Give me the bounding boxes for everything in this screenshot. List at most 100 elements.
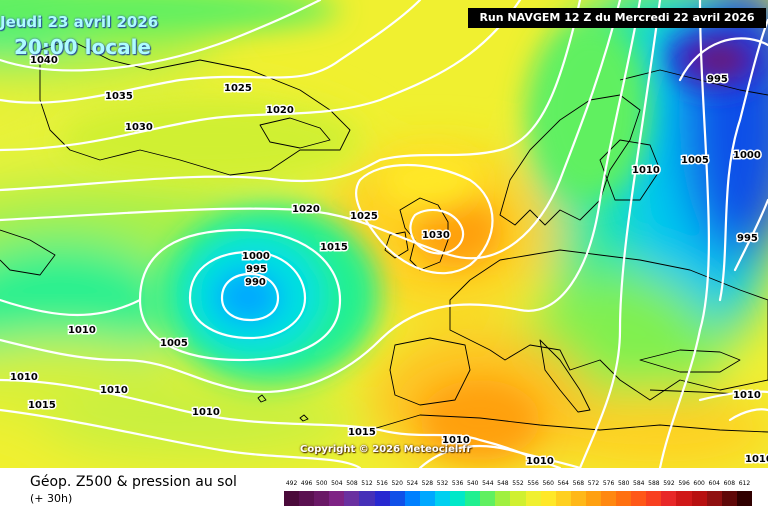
chart-title: Géop. Z500 & pression au sol bbox=[30, 474, 237, 490]
legend-value: 520 bbox=[391, 480, 403, 487]
legend-value: 516 bbox=[376, 480, 388, 487]
isobar-label: 1010 bbox=[632, 165, 660, 176]
chart-subtitle: (+ 30h) bbox=[30, 492, 73, 505]
legend-swatch bbox=[374, 491, 390, 506]
legend-value: 504 bbox=[331, 480, 343, 487]
legend-swatch bbox=[691, 491, 707, 506]
legend-value: 508 bbox=[346, 480, 358, 487]
legend-value: 544 bbox=[482, 480, 494, 487]
isobar-label: 995 bbox=[246, 264, 267, 275]
legend-swatch bbox=[616, 491, 632, 506]
legend-value: 580 bbox=[617, 480, 630, 487]
legend-value: 512 bbox=[361, 480, 373, 487]
isobar-label: 1020 bbox=[266, 105, 294, 116]
legend-swatch bbox=[736, 491, 752, 506]
weather-map: 1040 1035 1030 1025 1020 1020 1025 1030 … bbox=[0, 0, 768, 468]
coastlines bbox=[0, 39, 768, 433]
isobar-label: 1030 bbox=[125, 122, 153, 133]
forecast-time: 20:00 locale bbox=[14, 35, 151, 59]
legend-value: 532 bbox=[436, 480, 449, 487]
legend-swatch bbox=[434, 491, 451, 506]
legend-value: 500 bbox=[316, 480, 328, 487]
legend-swatch bbox=[661, 491, 677, 506]
isobar-label: 1015 bbox=[320, 242, 348, 253]
legend-swatch bbox=[555, 491, 571, 506]
legend-value: 584 bbox=[633, 480, 645, 487]
legend-labels: 492 496 500 504 508 512 516 520 524 528 532 536 540 5… bbox=[284, 480, 752, 489]
legend-value: 608 bbox=[723, 480, 736, 487]
legend-value: 600 bbox=[693, 480, 705, 487]
isobars bbox=[0, 0, 768, 468]
isobar-label: 995 bbox=[737, 233, 758, 244]
legend-value: 564 bbox=[557, 480, 569, 487]
legend-swatch bbox=[600, 491, 617, 506]
legend-value: 492 bbox=[285, 480, 298, 487]
isobar-label: 1030 bbox=[422, 230, 450, 241]
isobar-label: 1010 bbox=[733, 390, 761, 401]
legend-swatch bbox=[450, 491, 466, 506]
legend-swatch bbox=[495, 491, 511, 506]
legend-value: 560 bbox=[542, 480, 554, 487]
isobar-labels: 1040 1035 1030 1025 1020 1020 1025 1030 … bbox=[9, 54, 768, 469]
isobar-label: 1010 bbox=[100, 385, 128, 396]
isobar-label: 1025 bbox=[224, 83, 252, 94]
legend-swatch bbox=[585, 491, 601, 506]
legend-value: 596 bbox=[678, 480, 690, 487]
isobar-label: 1020 bbox=[292, 204, 320, 215]
legend-swatch bbox=[465, 491, 481, 506]
isobar-label: 1035 bbox=[105, 91, 133, 102]
legend-swatch bbox=[284, 491, 300, 506]
isobar-label: 1000 bbox=[242, 251, 270, 262]
legend-value: 524 bbox=[406, 480, 419, 487]
legend-value: 612 bbox=[738, 480, 751, 487]
legend-value: 556 bbox=[527, 480, 539, 487]
legend-value: 548 bbox=[497, 480, 509, 487]
isobar-label: 1010 bbox=[442, 435, 470, 446]
isobar-label: 1005 bbox=[681, 155, 709, 166]
isobar-label: 1025 bbox=[350, 211, 378, 222]
legend-value: 604 bbox=[708, 480, 720, 487]
legend-swatch bbox=[359, 491, 375, 506]
legend-value: 528 bbox=[421, 480, 434, 487]
isobar-label: 1010 bbox=[10, 372, 38, 383]
legend-value: 588 bbox=[648, 480, 660, 487]
legend-value: 536 bbox=[451, 480, 464, 487]
isobar-label: 995 bbox=[707, 74, 728, 85]
run-info-banner: Run NAVGEM 12 Z du Mercredi 22 avril 202… bbox=[468, 8, 766, 28]
isobar-label: 1005 bbox=[160, 338, 188, 349]
legend-swatch bbox=[510, 491, 526, 506]
legend-swatch bbox=[419, 491, 435, 506]
legend-swatch bbox=[631, 491, 647, 506]
legend-swatch bbox=[344, 491, 360, 506]
legend-swatch bbox=[480, 491, 496, 506]
isobar-label: 1000 bbox=[733, 150, 761, 161]
color-scale-legend: 492 496 500 504 508 512 516 520 524 528 532 536 540 5… bbox=[284, 480, 752, 506]
legend-color-bar bbox=[284, 491, 752, 506]
legend-swatch bbox=[721, 491, 737, 506]
legend-swatch bbox=[525, 491, 541, 506]
isobar-label: 1010 bbox=[68, 325, 96, 336]
isobar-label: 1015 bbox=[28, 400, 56, 411]
legend-swatch bbox=[706, 491, 722, 506]
legend-value: 540 bbox=[466, 480, 479, 487]
legend-swatch bbox=[570, 491, 586, 506]
isobar-label: 1010 bbox=[745, 454, 768, 465]
legend-value: 592 bbox=[663, 480, 675, 487]
legend-swatch bbox=[676, 491, 692, 506]
legend-swatch bbox=[646, 491, 662, 506]
legend-swatch bbox=[404, 491, 420, 506]
footer: Géop. Z500 & pression au sol (+ 30h) 492… bbox=[0, 468, 768, 512]
legend-value: 568 bbox=[572, 480, 585, 487]
legend-value: 496 bbox=[300, 480, 313, 487]
isobar-label: 1010 bbox=[192, 407, 220, 418]
legend-swatch bbox=[314, 491, 330, 506]
legend-swatch bbox=[329, 491, 345, 506]
isobar-label: 1010 bbox=[526, 456, 554, 467]
legend-swatch bbox=[299, 491, 315, 506]
forecast-date: Jeudi 23 avril 2026 bbox=[0, 13, 159, 31]
legend-value: 572 bbox=[587, 480, 600, 487]
isobar-label: 1040 bbox=[30, 55, 58, 66]
legend-swatch bbox=[540, 491, 556, 506]
copyright-notice: Copyright © 2026 Meteociel.fr bbox=[300, 444, 472, 455]
